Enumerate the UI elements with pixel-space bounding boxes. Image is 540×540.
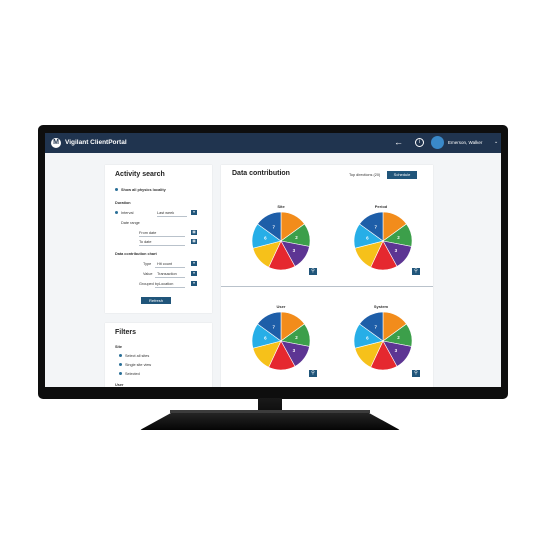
type-underline — [155, 267, 185, 268]
duration-underline — [157, 216, 187, 217]
site-option-marker[interactable] — [119, 363, 122, 366]
grouped-by-dropdown-button[interactable]: ▾ — [191, 281, 197, 286]
pie-chart-site: 2 3 6 7 — [251, 211, 311, 271]
date-range-label: Date range — [121, 221, 140, 225]
site-option[interactable]: Single site view — [125, 363, 152, 367]
filters-title: Filters — [115, 329, 137, 336]
pie-chart-period: 2 3 6 7 — [353, 211, 413, 271]
refresh-button[interactable]: Refresh — [141, 297, 171, 304]
duration-label: Duration — [115, 201, 131, 205]
to-date-label: To date — [139, 240, 152, 244]
to-date-underline — [139, 245, 185, 246]
type-dropdown-button[interactable]: ▾ — [191, 261, 197, 266]
duration-value[interactable]: Last week — [157, 211, 175, 215]
pie-chart-system: 2 3 6 7 — [353, 311, 413, 371]
grouped-by-value[interactable]: Location — [159, 282, 174, 286]
pie-slice-label: 2 — [397, 335, 400, 340]
pie-slice-label: 2 — [295, 335, 298, 340]
grouped-by-underline — [155, 287, 185, 288]
type-label: Type — [143, 262, 152, 266]
data-contribution-panel: Data contribution Top directions (20) Sc… — [221, 165, 433, 387]
chart-title-user: User — [276, 304, 286, 309]
app-title: Vigilant ClientPortal — [65, 139, 127, 146]
info-icon[interactable]: i — [415, 138, 424, 147]
zoom-icon[interactable]: ⚲ — [412, 268, 420, 275]
value-underline — [155, 277, 185, 278]
pie-slice — [257, 311, 282, 342]
site-option[interactable]: Selected — [125, 372, 140, 376]
pie-slice-label: 7 — [375, 324, 378, 329]
pie-slice-label: 2 — [295, 235, 298, 240]
activity-search-title: Activity search — [115, 171, 165, 178]
user-name[interactable]: Emerson, Walker — [448, 140, 483, 145]
duration-option[interactable]: Interval — [121, 211, 134, 215]
radio-selected[interactable] — [115, 188, 118, 191]
monitor-screen: M Vigilant ClientPortal ← i Emerson, Wal… — [45, 133, 501, 387]
chevron-down-icon[interactable]: ⌄ — [494, 139, 499, 145]
top-directions-label: Top directions (20) — [349, 173, 381, 177]
pie-slice-label: 3 — [293, 348, 296, 353]
pie-slice-label: 3 — [395, 248, 398, 253]
site-label: Site — [115, 345, 122, 349]
pie-slice — [257, 211, 282, 242]
user-label: User — [115, 383, 124, 387]
pie-slice-label: 3 — [293, 248, 296, 253]
pie-slice-label: 6 — [264, 236, 267, 241]
pie-slice-label: 7 — [375, 224, 378, 229]
site-option[interactable]: Select all sites — [125, 354, 150, 358]
grouped-by-label: Grouped by — [139, 282, 159, 286]
from-date-underline — [139, 236, 185, 237]
value-label: Value — [143, 272, 153, 276]
calendar-icon[interactable]: ▦ — [191, 239, 197, 244]
back-arrow-icon[interactable]: ← — [394, 137, 403, 147]
monitor-stand-highlight — [170, 410, 370, 413]
show-all-option[interactable]: Show all physics locality — [121, 188, 166, 192]
site-option-marker[interactable] — [119, 372, 122, 375]
pie-slice-label: 6 — [366, 336, 369, 341]
zoom-icon[interactable]: ⚲ — [309, 370, 317, 377]
pie-slice — [359, 311, 384, 342]
app-logo-icon: M — [51, 138, 61, 148]
app-header: M Vigilant ClientPortal ← i Emerson, Wal… — [45, 133, 501, 153]
calendar-icon[interactable]: ▦ — [191, 230, 197, 235]
chart-title-period: Period — [374, 204, 388, 209]
radio-selected[interactable] — [115, 211, 118, 214]
pie-slice-label: 7 — [273, 324, 276, 329]
data-contribution-chart-label: Data contribution chart — [115, 252, 157, 256]
schedule-button[interactable]: Schedule — [387, 171, 417, 179]
activity-search-panel: Activity search Show all physics localit… — [105, 165, 212, 313]
filters-panel: Filters Site Select all sites Single sit… — [105, 323, 212, 387]
site-option-marker[interactable] — [119, 354, 122, 357]
pie-slice-label: 3 — [395, 348, 398, 353]
zoom-icon[interactable]: ⚲ — [412, 370, 420, 377]
value-value[interactable]: Transaction — [157, 272, 177, 276]
chart-title-system: System — [373, 304, 389, 309]
monitor-stand-base — [140, 410, 400, 430]
from-date-label: From date — [139, 231, 157, 235]
pie-slice-label: 2 — [397, 235, 400, 240]
pie-slice-label: 6 — [366, 236, 369, 241]
pie-slice — [359, 211, 384, 242]
zoom-icon[interactable]: ⚲ — [309, 268, 317, 275]
value-dropdown-button[interactable]: ▾ — [191, 271, 197, 276]
pie-chart-user: 2 3 6 7 — [251, 311, 311, 371]
duration-dropdown-button[interactable]: ▾ — [191, 210, 197, 215]
pie-slice-label: 6 — [264, 336, 267, 341]
divider — [221, 286, 433, 287]
pie-slice-label: 7 — [273, 224, 276, 229]
chart-title-site: Site — [277, 204, 285, 209]
avatar[interactable] — [431, 136, 444, 149]
data-contribution-title: Data contribution — [232, 170, 290, 177]
type-value[interactable]: Hit count — [157, 262, 172, 266]
